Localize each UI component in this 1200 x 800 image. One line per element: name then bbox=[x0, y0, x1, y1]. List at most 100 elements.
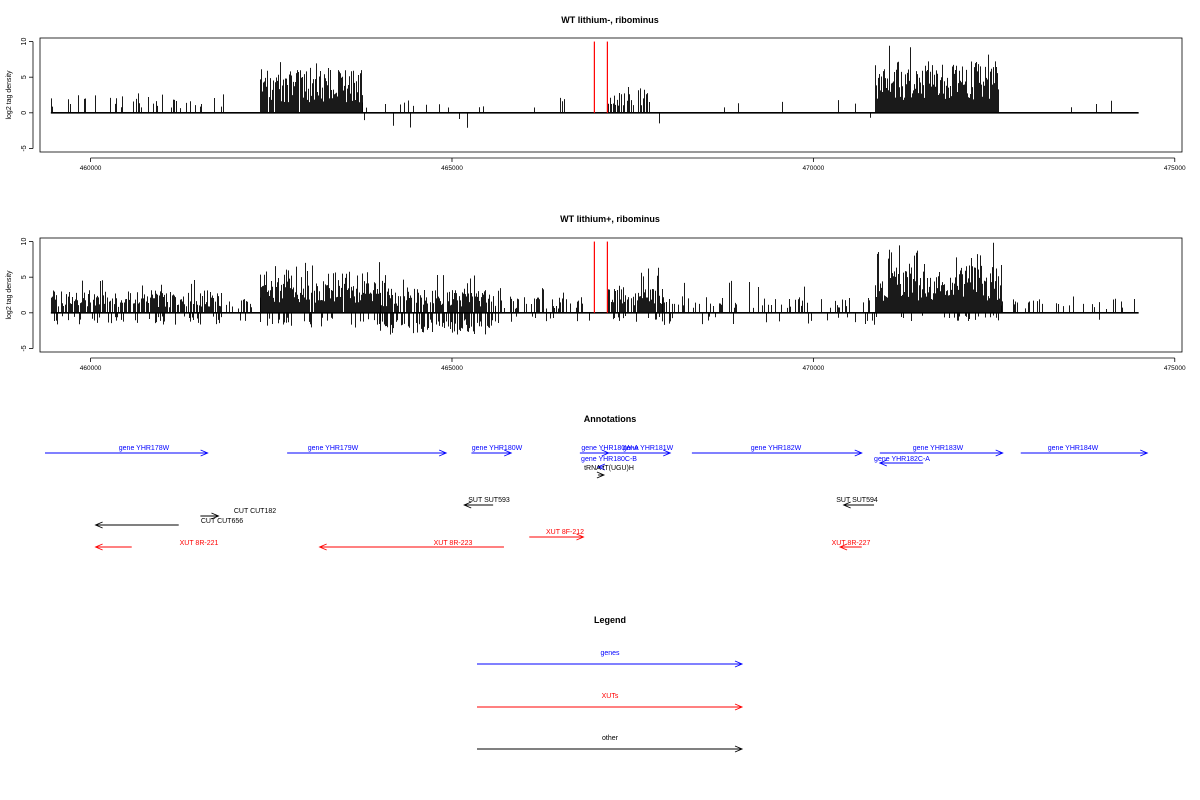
bar-layer bbox=[50, 242, 1139, 335]
y-axis-label: log2 tag density bbox=[6, 270, 13, 320]
panel-title: WT lithium+, ribominus bbox=[560, 214, 660, 224]
y-axis-label: log2 tag density bbox=[6, 70, 13, 120]
legend-title: Legend bbox=[594, 615, 626, 625]
arrow-head-icon bbox=[878, 459, 887, 467]
y-tick-label: 10 bbox=[21, 238, 28, 246]
y-tick-label: 0 bbox=[21, 311, 28, 315]
feature-xut: XUT 8R-223 bbox=[318, 540, 504, 551]
arrow-head-icon bbox=[463, 501, 472, 509]
feature-label: XUT 8R-223 bbox=[434, 540, 473, 547]
feature-other: SUT SUT594 bbox=[836, 497, 878, 509]
arrow-head-icon bbox=[596, 463, 606, 471]
feature-label: CUT CUT656 bbox=[201, 518, 243, 525]
plot-frame bbox=[39, 37, 1183, 153]
legend-label: XUTs bbox=[602, 693, 619, 700]
feature-other: SUT SUT593 bbox=[463, 497, 510, 509]
arrow-head-icon bbox=[576, 533, 585, 541]
arrow-head-icon bbox=[200, 449, 209, 457]
x-tick-label: 465000 bbox=[441, 365, 463, 372]
feature-label: CUT CUT182 bbox=[234, 508, 276, 515]
annotations-title: Annotations bbox=[584, 414, 637, 424]
arrow-head-icon bbox=[995, 449, 1004, 457]
y-tick-label: -5 bbox=[21, 345, 28, 351]
feature-label: gene YHR180C-B bbox=[581, 456, 637, 463]
feature-gene: gene YHR180C-B bbox=[581, 456, 637, 471]
feature-label: tRNA tT(UGU)H bbox=[584, 465, 634, 472]
feature-layer: gene YHR178W gene YHR179W gene YHR180W gene… bbox=[45, 445, 1149, 551]
feature-label: gene YHR179W bbox=[308, 445, 359, 452]
y-tick-label: -5 bbox=[21, 145, 28, 151]
feature-label: gene YHR180W-A bbox=[581, 445, 639, 452]
feature-label: gene YHR178W bbox=[119, 445, 170, 452]
plot-frame bbox=[39, 237, 1183, 353]
feature-other: CUT CUT656 bbox=[94, 518, 243, 529]
arrow-head-icon bbox=[842, 501, 851, 509]
x-tick-label: 475000 bbox=[1164, 365, 1186, 372]
legend-item: genes bbox=[477, 650, 744, 668]
track-panel-lithium-minus: WT lithium-, ribominus log2 tag density … bbox=[6, 15, 1186, 172]
feature-label: gene YHR182W bbox=[751, 445, 802, 452]
legend-item: other bbox=[477, 735, 744, 753]
feature-label: gene YHR183W bbox=[913, 445, 964, 452]
y-tick-label: 0 bbox=[21, 111, 28, 115]
feature-label: SUT SUT593 bbox=[468, 497, 510, 504]
feature-other: CUT CUT182 bbox=[200, 508, 276, 520]
arrow-head-icon bbox=[94, 543, 103, 551]
panel-title: WT lithium-, ribominus bbox=[561, 15, 659, 25]
legend: Legend genes XUTs other bbox=[477, 615, 744, 753]
feature-xut: XUT 8F-212 bbox=[529, 529, 585, 541]
feature-gene: gene YHR182C-A bbox=[874, 456, 930, 467]
feature-gene: gene YHR184W bbox=[1020, 445, 1149, 457]
x-tick-label: 465000 bbox=[441, 165, 463, 172]
y-axis: -5 0 5 10 bbox=[21, 238, 34, 352]
x-axis: 460000 465000 470000 475000 bbox=[80, 157, 1186, 172]
legend-items: genes XUTs other bbox=[477, 650, 744, 753]
marker-layer bbox=[593, 41, 608, 113]
bar-layer bbox=[50, 45, 1139, 128]
feature-label: gene YHR184W bbox=[1048, 445, 1099, 452]
x-tick-label: 460000 bbox=[80, 165, 102, 172]
arrow-head-icon bbox=[596, 471, 606, 479]
arrow-head-icon bbox=[318, 543, 327, 551]
track-panel-lithium-plus: WT lithium+, ribominus log2 tag density … bbox=[6, 214, 1186, 372]
y-axis: -5 0 5 10 bbox=[21, 38, 34, 152]
arrow-head-icon bbox=[663, 449, 672, 457]
arrow-head-icon bbox=[504, 449, 513, 457]
feature-label: XUT 8F-212 bbox=[546, 529, 584, 536]
feature-xut: XUT 8R-227 bbox=[832, 540, 871, 551]
feature-gene: gene YHR178W bbox=[45, 445, 209, 457]
feature-label: gene YHR181W bbox=[623, 445, 674, 452]
arrow-head-icon bbox=[734, 703, 744, 711]
arrow-head-icon bbox=[734, 745, 744, 753]
x-tick-label: 470000 bbox=[803, 365, 825, 372]
arrow-head-icon bbox=[838, 543, 848, 551]
feature-xut: XUT 8R-221 bbox=[94, 540, 219, 551]
arrow-head-icon bbox=[211, 512, 220, 520]
arrow-head-icon bbox=[734, 660, 744, 668]
x-axis: 460000 465000 470000 475000 bbox=[80, 357, 1186, 372]
annotations-panel: Annotations gene YHR178W gene YHR179W gene… bbox=[45, 414, 1149, 551]
feature-label: XUT 8R-227 bbox=[832, 540, 871, 547]
feature-gene: gene YHR180W bbox=[471, 445, 523, 457]
arrow-head-icon bbox=[438, 449, 448, 457]
x-tick-label: 470000 bbox=[803, 165, 825, 172]
x-tick-label: 475000 bbox=[1164, 165, 1186, 172]
arrow-head-icon bbox=[854, 449, 863, 457]
y-tick-label: 10 bbox=[21, 38, 28, 46]
y-tick-label: 5 bbox=[21, 275, 28, 279]
feature-gene: gene YHR183W bbox=[879, 445, 1004, 457]
x-tick-label: 460000 bbox=[80, 365, 102, 372]
marker-layer bbox=[593, 241, 608, 313]
legend-item: XUTs bbox=[477, 693, 744, 711]
feature-label: XUT 8R-221 bbox=[180, 540, 219, 547]
y-tick-label: 5 bbox=[21, 75, 28, 79]
feature-label: SUT SUT594 bbox=[836, 497, 878, 504]
feature-label: gene YHR180W bbox=[472, 445, 523, 452]
feature-gene: gene YHR182W bbox=[691, 445, 863, 457]
feature-label: gene YHR182C-A bbox=[874, 456, 930, 463]
arrow-head-icon bbox=[94, 521, 103, 529]
arrow-head-icon bbox=[1140, 449, 1149, 457]
feature-gene: gene YHR181W bbox=[601, 445, 674, 457]
legend-label: other bbox=[602, 735, 619, 742]
